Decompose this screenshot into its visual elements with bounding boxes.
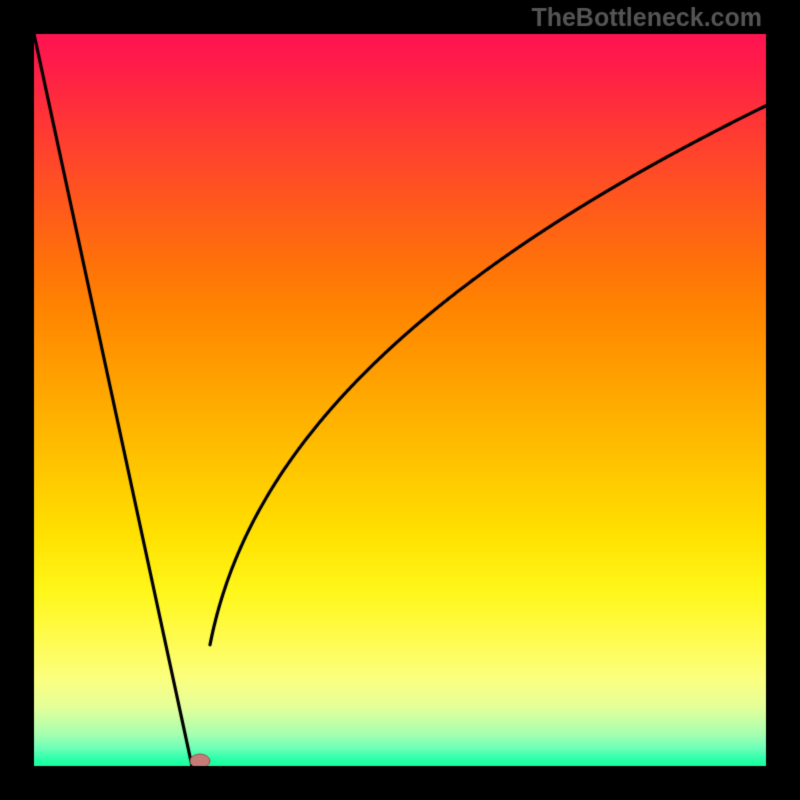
bottleneck-chart [0, 0, 800, 800]
chart-canvas [0, 0, 800, 800]
